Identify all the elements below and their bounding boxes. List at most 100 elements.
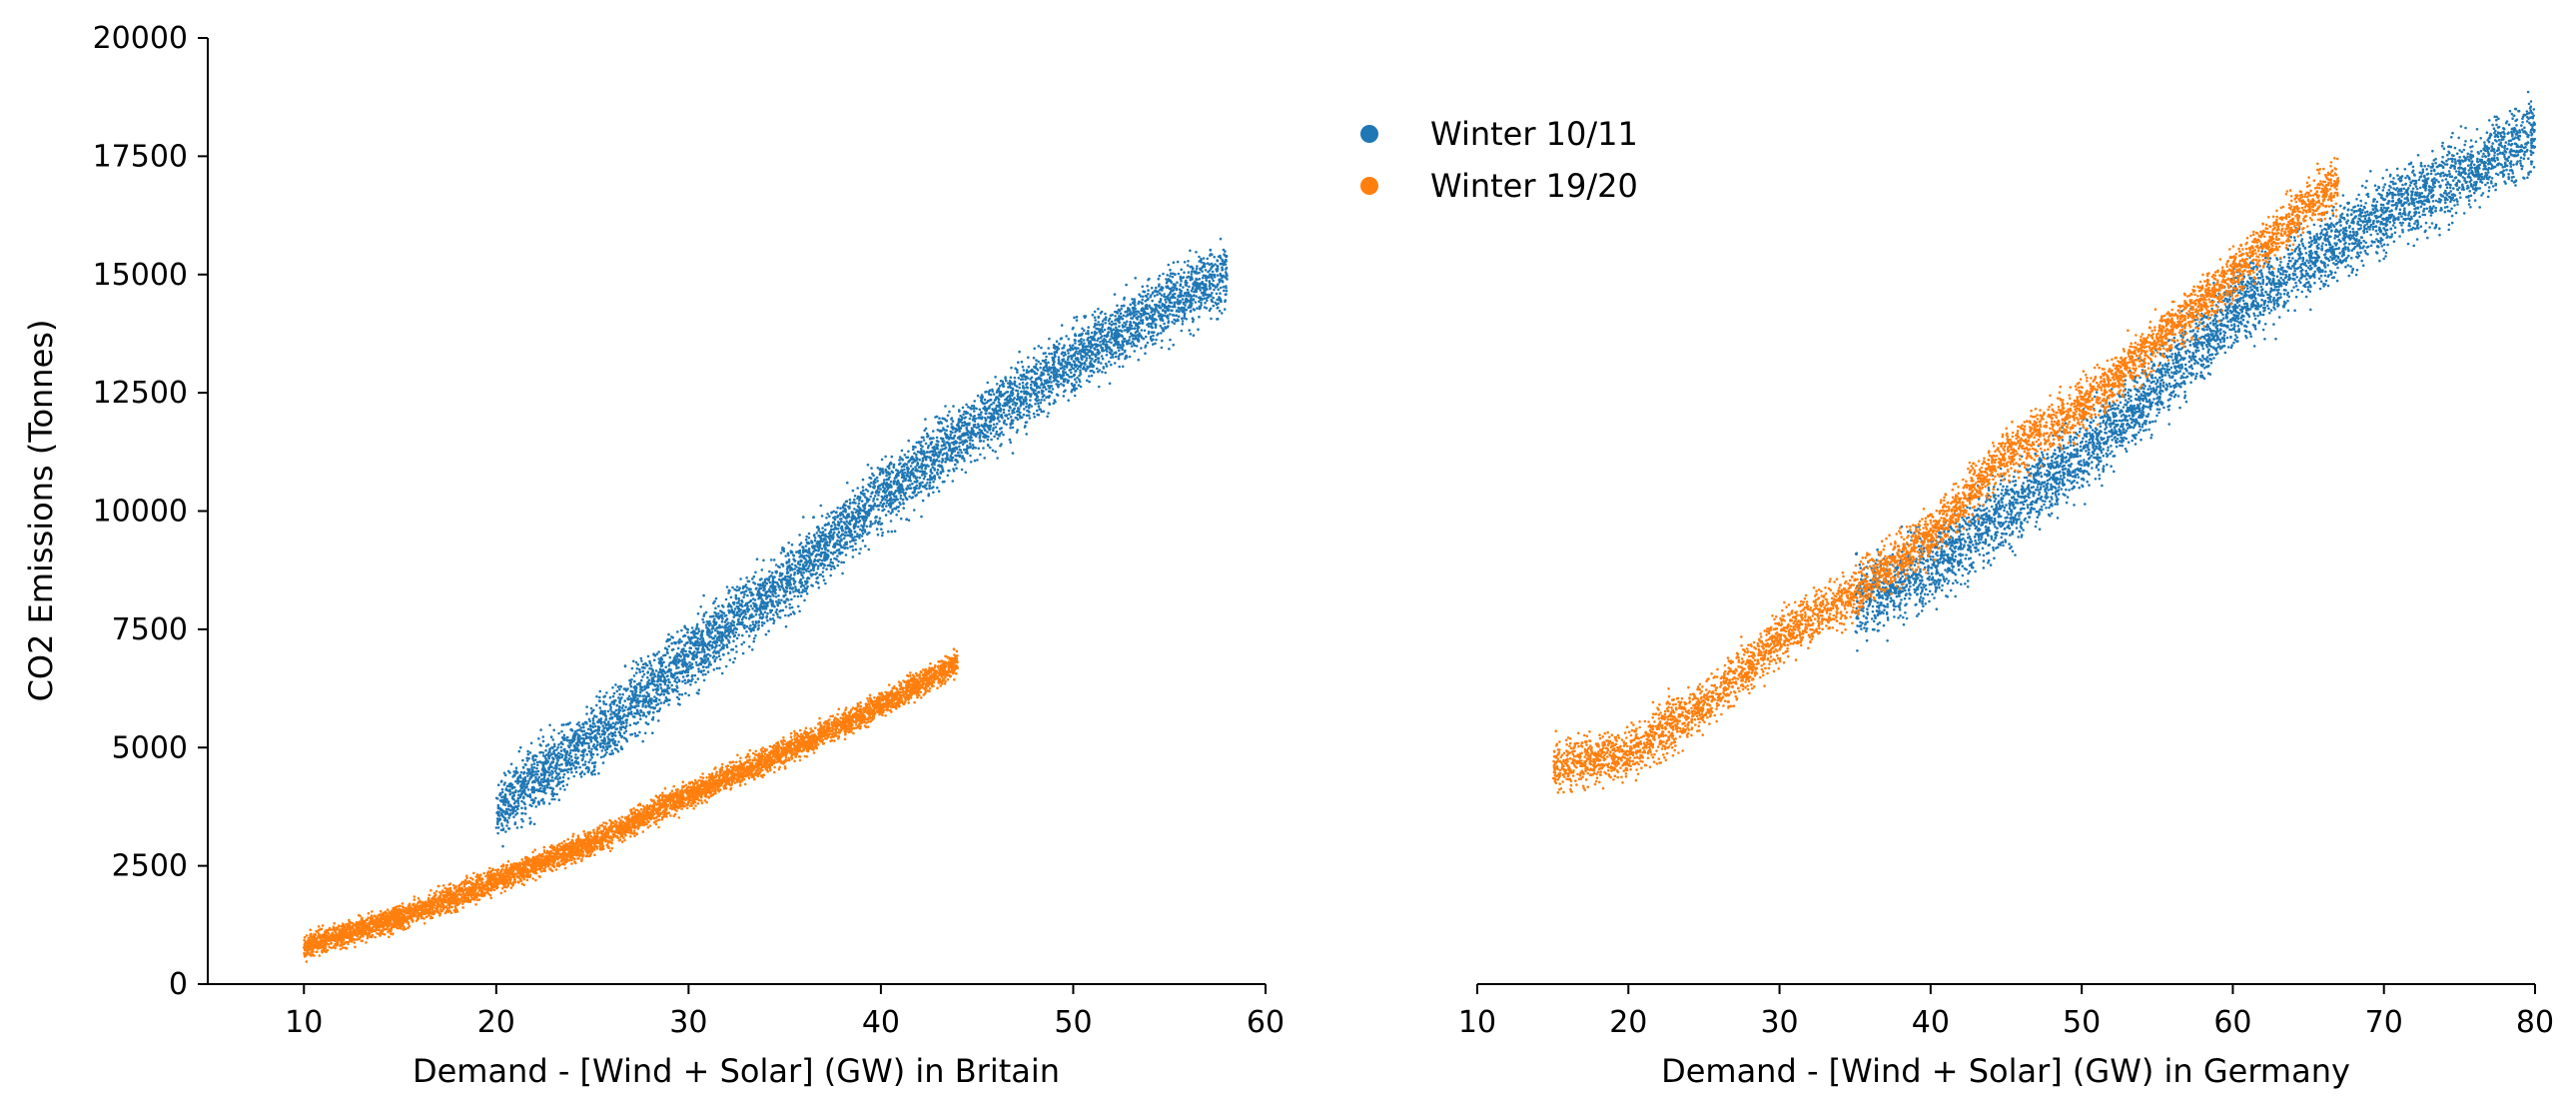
britain-point-winter-10-11 <box>1192 308 1196 311</box>
britain-point-winter-10-11 <box>932 491 935 495</box>
britain-point-winter-10-11 <box>1007 382 1010 385</box>
britain-point-winter-10-11 <box>697 644 701 647</box>
britain-point-winter-10-11 <box>925 432 929 436</box>
britain-point-winter-10-11 <box>1147 325 1151 328</box>
britain-point-winter-10-11 <box>798 609 801 613</box>
britain-point-winter-10-11 <box>792 610 795 613</box>
britain-point-winter-10-11 <box>959 438 962 441</box>
britain-point-winter-10-11 <box>1129 342 1133 346</box>
britain-point-winter-10-11 <box>550 797 554 801</box>
britain-point-winter-10-11 <box>542 762 546 765</box>
britain-point-winter-10-11 <box>924 485 927 488</box>
britain-point-winter-10-11 <box>1192 298 1196 302</box>
britain-point-winter-10-11 <box>615 743 618 746</box>
britain-point-winter-10-11 <box>687 653 690 657</box>
britain-point-winter-10-11 <box>1183 271 1186 275</box>
britain-point-winter-10-11 <box>940 461 944 464</box>
britain-point-winter-10-11 <box>936 469 940 472</box>
britain-point-winter-10-11 <box>788 578 791 581</box>
britain-point-winter-10-11 <box>802 516 805 519</box>
britain-point-winter-10-11 <box>915 468 918 472</box>
britain-point-winter-10-11 <box>837 559 840 563</box>
britain-point-winter-10-11 <box>1110 356 1113 360</box>
britain-point-winter-10-11 <box>963 448 966 452</box>
britain-point-winter-10-11 <box>639 656 643 660</box>
britain-point-winter-10-11 <box>924 458 928 462</box>
britain-point-winter-10-11 <box>687 693 690 697</box>
britain-point-winter-10-11 <box>1150 286 1154 290</box>
britain-point-winter-10-11 <box>943 452 946 456</box>
britain-point-winter-10-11 <box>1094 354 1098 358</box>
britain-point-winter-10-11 <box>1196 278 1199 282</box>
britain-point-winter-10-11 <box>851 539 854 543</box>
britain-point-winter-10-11 <box>835 557 838 560</box>
britain-point-winter-10-11 <box>504 830 507 833</box>
britain-point-winter-10-11 <box>895 514 898 517</box>
britain-point-winter-10-11 <box>657 650 660 653</box>
britain-point-winter-10-11 <box>842 560 846 564</box>
britain-point-winter-10-11 <box>1016 413 1020 417</box>
britain-point-winter-10-11 <box>532 822 536 826</box>
britain-point-winter-10-11 <box>691 673 694 677</box>
britain-point-winter-10-11 <box>1032 356 1036 360</box>
britain-point-winter-10-11 <box>794 585 797 588</box>
britain-point-winter-10-11 <box>972 432 976 436</box>
britain-point-winter-10-11 <box>751 620 754 623</box>
britain-point-winter-10-11 <box>923 456 926 460</box>
britain-point-winter-10-11 <box>1201 270 1204 273</box>
britain-point-winter-10-11 <box>1128 336 1132 339</box>
britain-point-winter-10-11 <box>973 410 976 413</box>
britain-point-winter-10-11 <box>1079 352 1082 356</box>
britain-point-winter-10-11 <box>507 816 510 819</box>
britain-point-winter-10-11 <box>1026 386 1029 390</box>
britain-point-winter-10-11 <box>818 543 822 547</box>
britain-point-winter-10-11 <box>555 771 558 775</box>
britain-point-winter-10-11 <box>623 664 627 668</box>
britain-point-winter-10-11 <box>824 581 827 585</box>
britain-point-winter-10-11 <box>858 552 861 556</box>
britain-point-winter-10-11 <box>905 463 909 467</box>
britain-point-winter-10-11 <box>799 558 802 562</box>
britain-point-winter-10-11 <box>739 577 742 580</box>
britain-point-winter-10-11 <box>1181 323 1185 326</box>
britain-point-winter-10-11 <box>1086 353 1089 357</box>
britain-point-winter-10-11 <box>1116 304 1119 308</box>
britain-point-winter-10-11 <box>714 606 717 610</box>
britain-point-winter-10-11 <box>825 567 828 570</box>
britain-point-winter-10-11 <box>522 795 525 798</box>
britain-point-winter-10-11 <box>721 643 725 646</box>
britain-point-winter-10-11 <box>1147 332 1151 335</box>
britain-point-winter-10-11 <box>534 805 537 808</box>
britain-point-winter-10-11 <box>982 447 985 450</box>
britain-point-winter-10-11 <box>1040 389 1044 393</box>
britain-point-winter-10-11 <box>936 486 939 490</box>
britain-point-winter-10-11 <box>539 728 542 731</box>
britain-point-winter-10-11 <box>880 499 884 502</box>
britain-point-winter-10-11 <box>560 729 563 733</box>
britain-point-winter-10-11 <box>757 623 760 627</box>
britain-point-winter-10-11 <box>827 544 831 547</box>
britain-point-winter-10-11 <box>880 522 884 526</box>
britain-point-winter-10-11 <box>1113 344 1116 347</box>
britain-point-winter-10-11 <box>994 376 997 379</box>
britain-point-winter-10-11 <box>805 592 809 595</box>
britain-point-winter-10-11 <box>720 603 724 607</box>
britain-point-winter-10-11 <box>556 758 559 762</box>
britain-point-winter-10-11 <box>782 600 786 603</box>
britain-point-winter-10-11 <box>867 532 870 535</box>
britain-scatter-points <box>303 237 1229 963</box>
britain-point-winter-10-11 <box>992 401 995 405</box>
britain-point-winter-10-11 <box>1179 275 1183 279</box>
britain-point-winter-10-11 <box>646 680 649 683</box>
britain-point-winter-10-11 <box>969 445 972 448</box>
britain-point-winter-10-11 <box>524 785 527 788</box>
britain-point-winter-10-11 <box>1206 299 1209 303</box>
britain-point-winter-10-11 <box>1216 264 1219 268</box>
britain-point-winter-10-11 <box>1113 293 1117 296</box>
britain-point-winter-10-11 <box>583 748 586 751</box>
britain-point-winter-10-11 <box>1073 387 1076 390</box>
britain-point-winter-10-11 <box>596 727 600 730</box>
britain-point-winter-10-11 <box>1102 367 1106 370</box>
britain-point-winter-10-11 <box>988 393 991 396</box>
britain-point-winter-10-11 <box>560 780 564 783</box>
